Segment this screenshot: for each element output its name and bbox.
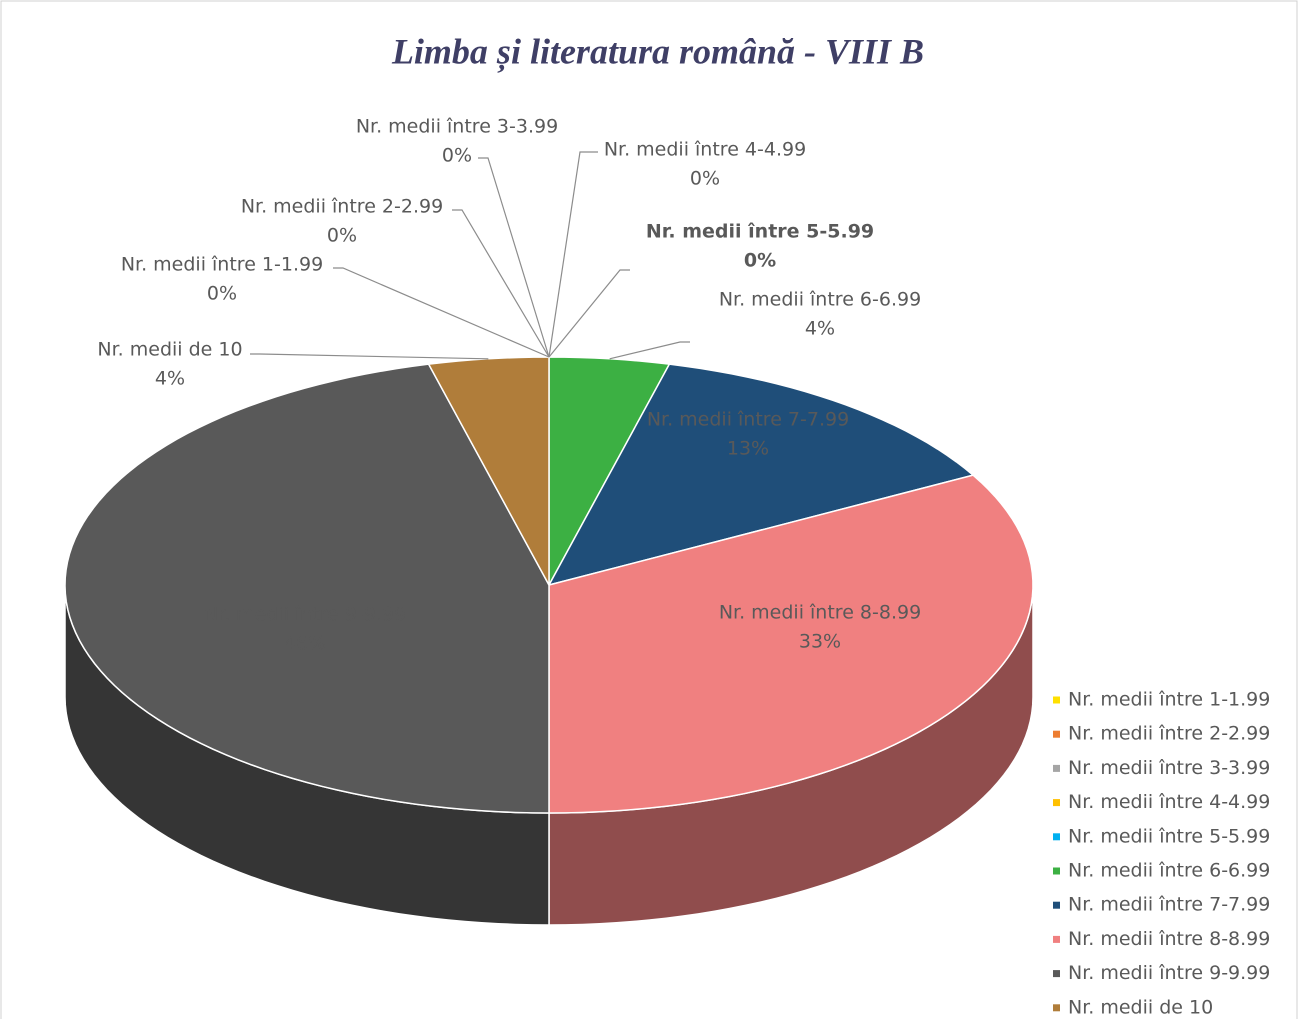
data-label: 0% (207, 283, 237, 305)
legend-swatch (1053, 867, 1060, 875)
data-label: 0% (442, 145, 472, 167)
leader-line (452, 209, 550, 358)
slice (547, 363, 975, 587)
legend-swatch (1053, 833, 1060, 841)
legend-swatch (1053, 696, 1060, 704)
legend-label: Nr. medii între 8-8.99 (1068, 928, 1270, 950)
leader-line (548, 151, 598, 358)
data-label: 13% (727, 438, 769, 460)
data-label: 0% (327, 225, 357, 247)
leader-line (333, 267, 550, 358)
data-label: 4% (155, 368, 185, 390)
legend-label: Nr. medii între 1-1.99 (1068, 689, 1270, 711)
data-label-name: Nr. medii între 4-4.99 (604, 139, 806, 161)
data-label: 33% (799, 631, 841, 653)
legend-label: Nr. medii între 3-3.99 (1068, 757, 1270, 779)
data-label-name: Nr. medii între 3-3.99 (356, 116, 558, 138)
legend-label: Nr. medii de 10 (1068, 996, 1213, 1018)
data-label: 46% (284, 633, 326, 655)
legend-swatch (1053, 799, 1060, 807)
data-label-name: Nr. medii de 10 (97, 339, 242, 361)
slice (548, 356, 671, 586)
data-label-name: Nr. medii între 7-7.99 (647, 409, 849, 431)
leader-line (609, 341, 690, 360)
leader-line (548, 269, 630, 358)
legend-swatch (1053, 730, 1060, 738)
legend-label: Nr. medii între 4-4.99 (1068, 791, 1270, 813)
legend-label: Nr. medii între 6-6.99 (1068, 860, 1270, 882)
legend-swatch (1053, 935, 1060, 943)
data-label-name: Nr. medii între 9-9.99 (204, 604, 406, 626)
data-label-name: Nr. medii între 1-1.99 (121, 254, 323, 276)
leader-line (478, 157, 550, 358)
leader-line (250, 353, 489, 360)
legend-swatch (1053, 901, 1060, 909)
legend-swatch (1053, 970, 1060, 978)
slice (427, 356, 550, 586)
data-label-name: Nr. medii între 6-6.99 (719, 289, 921, 311)
legend-swatch (1053, 764, 1060, 772)
data-label: 0% (690, 168, 720, 190)
slice (548, 474, 1034, 814)
legend-label: Nr. medii între 5-5.99 (1068, 825, 1270, 847)
legend-label: Nr. medii între 7-7.99 (1068, 894, 1270, 916)
legend-label: Nr. medii între 2-2.99 (1068, 723, 1270, 745)
data-label: 4% (805, 318, 835, 340)
data-label-name: Nr. medii între 2-2.99 (241, 196, 443, 218)
legend-swatch (1053, 1004, 1060, 1012)
chart-title: Limba și literatura română - VIII B (391, 31, 924, 72)
legend-label: Nr. medii între 9-9.99 (1068, 962, 1270, 984)
data-label: 0% (744, 250, 776, 272)
data-label-name: Nr. medii între 8-8.99 (719, 602, 921, 624)
data-label-name: Nr. medii între 5-5.99 (646, 221, 874, 243)
slice (64, 363, 550, 814)
